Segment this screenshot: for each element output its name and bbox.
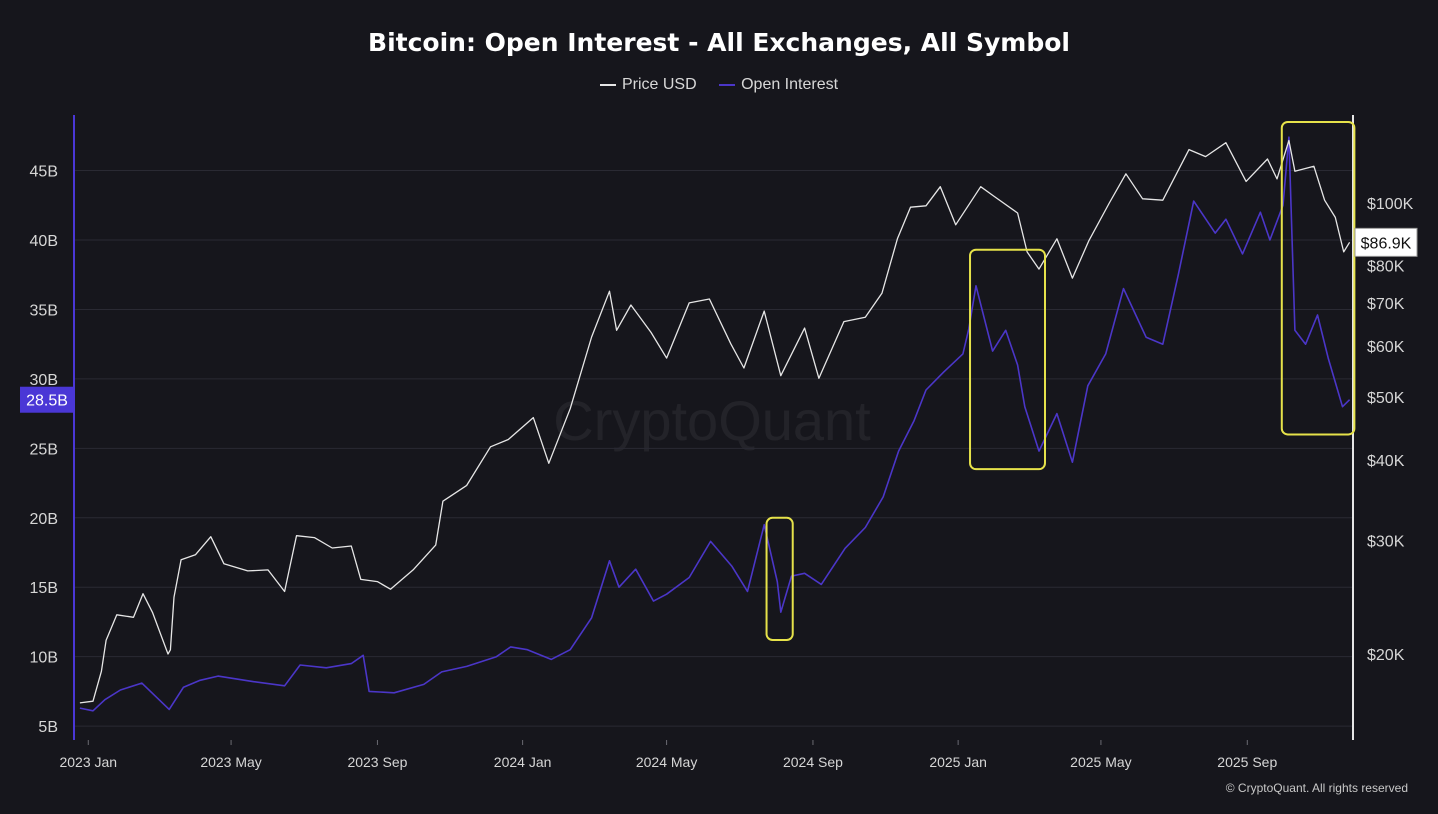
x-tick-label: 2024 May (636, 754, 697, 770)
x-tick-label: 2024 Sep (783, 754, 843, 770)
x-tick-label: 2025 May (1070, 754, 1131, 770)
x-tick-label: 2024 Jan (494, 754, 552, 770)
chart-legend: Price USD Open Interest (0, 73, 1438, 94)
watermark-text: CryptoQuant (553, 389, 871, 452)
highlight-box (1280, 120, 1356, 436)
legend-item-price[interactable]: Price USD (599, 76, 697, 94)
y-right-tick-label: $70K (1367, 296, 1405, 313)
y-right-tick-label: $80K (1367, 259, 1405, 276)
series-line-price (79, 139, 1351, 704)
legend-swatch-price (599, 84, 616, 86)
x-tick-label: 2025 Jan (929, 754, 987, 770)
highlight-box (969, 248, 1046, 471)
y-right-tick-label: $50K (1367, 390, 1405, 407)
y-left-tick-label: 15B (30, 580, 58, 597)
y-left-tick-label: 5B (38, 719, 58, 736)
current-oi-badge (20, 386, 74, 413)
chart-title: Bitcoin: Open Interest - All Exchanges, … (368, 28, 1070, 57)
x-tick-label: 2025 Sep (1217, 754, 1277, 770)
x-tick-label: 2023 Jan (59, 754, 117, 770)
y-right-tick-label: $20K (1367, 647, 1405, 664)
copyright-text: © CryptoQuant. All rights reserved (1226, 781, 1408, 795)
x-tick-label: 2023 May (200, 754, 261, 770)
y-left-tick-label: 40B (30, 233, 58, 250)
y-left-tick-label: 10B (30, 650, 58, 667)
legend-label-price: Price USD (621, 76, 697, 93)
y-left-tick-label: 30B (30, 372, 58, 389)
y-right-tick-label: $100K (1367, 196, 1414, 213)
legend-label-open-interest: Open Interest (741, 76, 839, 93)
y-right-tick-label: $60K (1367, 339, 1405, 356)
y-right-tick-label: $40K (1367, 453, 1405, 470)
current-oi-label: 28.5B (26, 393, 68, 410)
current-price-badge (1354, 227, 1418, 257)
x-tick-label: 2023 Sep (347, 754, 407, 770)
highlight-box (765, 516, 794, 641)
y-right-tick-label: $30K (1367, 533, 1405, 550)
current-price-label: $86.9K (1361, 235, 1412, 252)
legend-item-open-interest[interactable]: Open Interest (719, 76, 838, 94)
y-left-tick-label: 45B (30, 164, 58, 181)
legend-swatch-open-interest (719, 84, 736, 86)
y-left-tick-label: 20B (30, 511, 58, 528)
series-line-open-interest (79, 136, 1351, 712)
y-left-tick-label: 25B (30, 441, 58, 458)
y-left-tick-label: 35B (30, 302, 58, 319)
